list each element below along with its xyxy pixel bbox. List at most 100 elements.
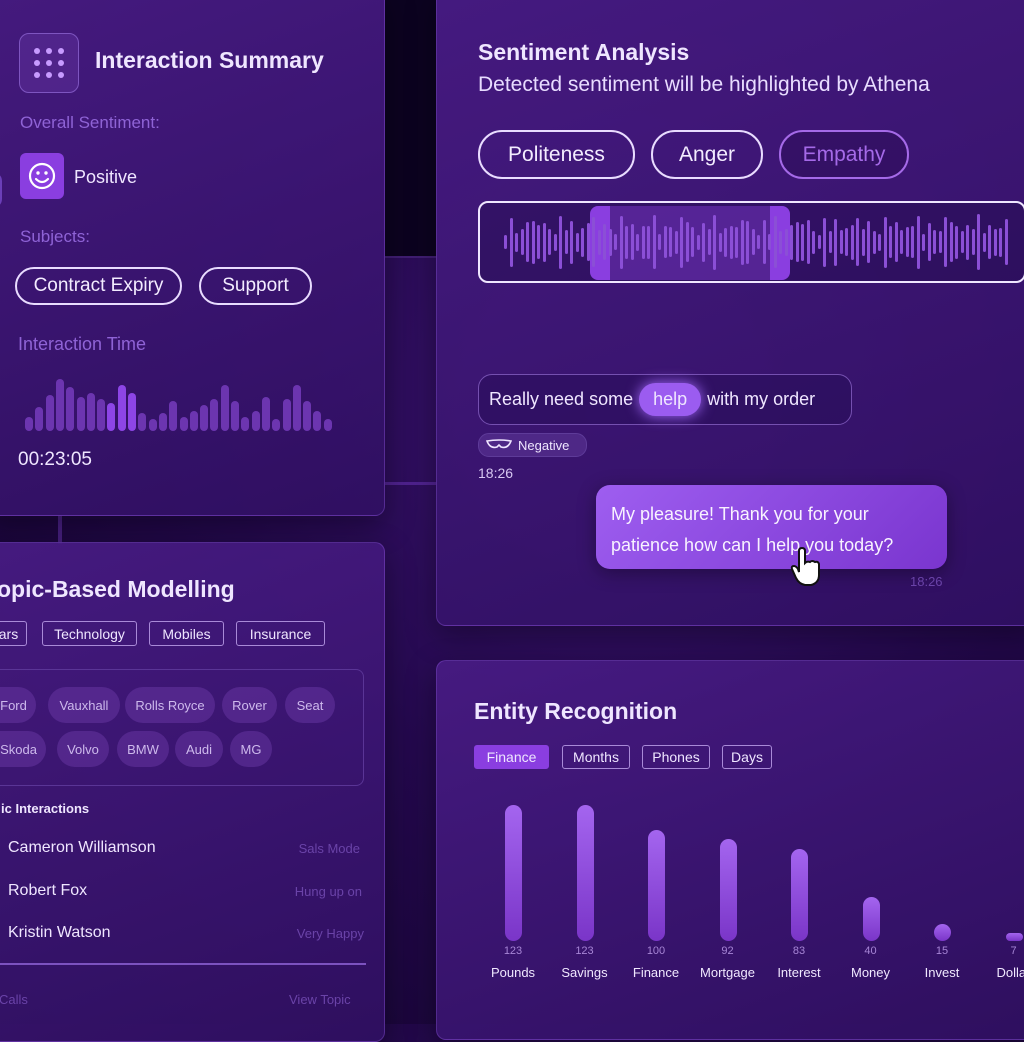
chart-bar: [505, 805, 522, 941]
waveform-bar: [631, 224, 634, 260]
chip-vauxhall[interactable]: Vauxhall: [48, 687, 120, 723]
tab-insurance[interactable]: Insurance: [236, 621, 325, 646]
waveform-bar: [680, 217, 683, 268]
waveform-bar: [581, 228, 584, 257]
topic-modelling-panel: opic-Based Modelling ars Technology Mobi…: [0, 542, 385, 1042]
subjects-label: Subjects:: [20, 227, 90, 247]
chip-volvo[interactable]: Volvo: [57, 731, 109, 767]
sentiment-subtitle: Detected sentiment will be highlighted b…: [478, 73, 930, 97]
overall-sentiment-label: Overall Sentiment:: [20, 113, 160, 133]
waveform-bar: [241, 417, 249, 431]
waveform-bar: [950, 222, 953, 262]
waveform-bar: [807, 220, 810, 264]
tab-technology[interactable]: Technology: [42, 621, 137, 646]
view-topic-link[interactable]: View Topic: [289, 992, 351, 1007]
interaction-row[interactable]: Robert Fox Hung up on: [0, 879, 364, 905]
waveform-bar: [200, 405, 208, 431]
waveform-bar: [587, 223, 590, 261]
waveform-bar: [845, 228, 848, 256]
waveform-bar: [598, 230, 601, 255]
chart-value-label: 92: [698, 945, 758, 957]
filter-empathy[interactable]: Empathy: [779, 130, 909, 179]
chart-bar: [1006, 933, 1023, 941]
negative-tag: Negative: [478, 433, 587, 457]
waveform-bar: [702, 223, 705, 262]
highlight-word[interactable]: help: [639, 383, 701, 416]
tab-phones[interactable]: Phones: [642, 745, 710, 769]
waveform-bar: [625, 226, 628, 259]
waveform-bar: [664, 226, 667, 258]
chart-value-label: 7: [984, 945, 1024, 957]
chart-category-label: Finance: [616, 965, 696, 980]
waveform-bar: [510, 218, 513, 267]
chip-skoda[interactable]: Skoda: [0, 731, 46, 767]
waveform-bar: [686, 222, 689, 262]
chart-category-label: Savings: [545, 965, 625, 980]
tab-days[interactable]: Days: [722, 745, 772, 769]
message-text-after: with my order: [707, 389, 815, 410]
waveform-bar: [324, 419, 332, 431]
waveform-bar: [741, 220, 744, 265]
waveform-bar: [851, 225, 854, 260]
waveform-bar: [180, 417, 188, 431]
subject-pill[interactable]: Support: [199, 267, 312, 305]
waveform-bar: [796, 222, 799, 262]
contact-status: Hung up on: [295, 884, 362, 899]
subject-pill[interactable]: Contract Expiry: [15, 267, 182, 305]
waveform-bar: [790, 225, 793, 260]
waveform-bar: [46, 395, 54, 431]
tab-months[interactable]: Months: [562, 745, 630, 769]
filter-anger[interactable]: Anger: [651, 130, 763, 179]
sentiment-title: Sentiment Analysis: [478, 39, 689, 66]
interaction-row[interactable]: Kristin Watson Very Happy: [0, 921, 364, 947]
waveform-bar: [252, 411, 260, 431]
waveform-bar: [746, 221, 749, 264]
chart-category-label: Mortgage: [688, 965, 768, 980]
filter-politeness[interactable]: Politeness: [478, 130, 635, 179]
waveform-bar: [955, 226, 958, 259]
chart-category-label: Money: [831, 965, 911, 980]
decor-line: [58, 516, 62, 544]
chart-bar: [791, 849, 808, 941]
chart-category-label: Pounds: [473, 965, 553, 980]
sentiment-value: Positive: [74, 167, 137, 188]
tab-cars[interactable]: ars: [0, 621, 27, 646]
contact-name: Cameron Williamson: [8, 839, 156, 857]
chip-rover[interactable]: Rover: [222, 687, 277, 723]
chart-bar: [720, 839, 737, 941]
chip-bmw[interactable]: BMW: [117, 731, 169, 767]
waveform-bar: [840, 230, 843, 254]
chip-ford[interactable]: Ford: [0, 687, 36, 723]
waveform-bar: [221, 385, 229, 431]
waveform-bar: [983, 233, 986, 252]
chip-seat[interactable]: Seat: [285, 687, 335, 723]
waveform-bar: [35, 407, 43, 431]
mask-icon: [486, 439, 512, 451]
chart-value-label: 123: [555, 945, 615, 957]
waveform-bar: [768, 234, 771, 250]
interaction-row[interactable]: Cameron Williamson Sals Mode: [0, 836, 364, 862]
waveform-bar: [994, 229, 997, 256]
interaction-summary-panel: Interaction Summary Overall Sentiment: P…: [0, 0, 385, 516]
chart-category-label: Dollar: [974, 965, 1024, 980]
tab-mobiles[interactable]: Mobiles: [149, 621, 224, 646]
chip-mg[interactable]: MG: [230, 731, 272, 767]
waveform-bar: [642, 226, 645, 259]
chart-value-label: 123: [483, 945, 543, 957]
message-bubble: Really need some help with my order: [478, 374, 852, 425]
chip-rolls-royce[interactable]: Rolls Royce: [125, 687, 215, 723]
waveform-bar: [603, 224, 606, 260]
waveform-bar: [735, 227, 738, 258]
waveform-bar: [614, 234, 617, 250]
chip-audi[interactable]: Audi: [175, 731, 223, 767]
waveform-bar: [231, 401, 239, 431]
waveform-bar: [303, 401, 311, 431]
audio-waveform[interactable]: [478, 201, 1024, 283]
dots-grid-icon: [19, 33, 79, 93]
tab-finance[interactable]: Finance: [474, 745, 549, 769]
waveform-bar: [636, 234, 639, 251]
waveform-bars: [504, 203, 1014, 281]
hand-cursor-icon: [789, 547, 825, 592]
calls-link[interactable]: Calls: [0, 992, 28, 1007]
waveform-bar: [823, 218, 826, 267]
